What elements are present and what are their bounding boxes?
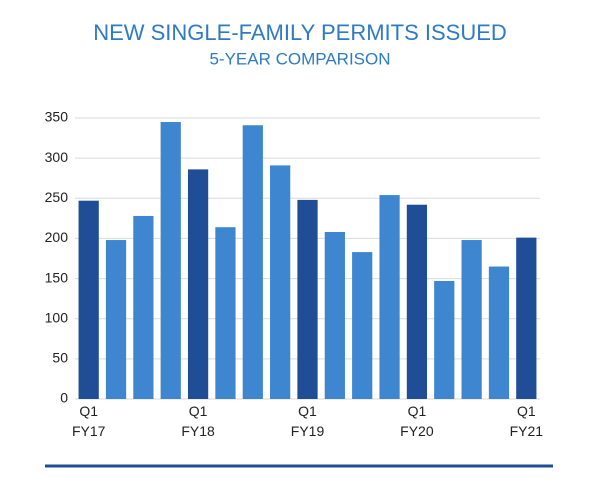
bar [187, 169, 209, 399]
bar [270, 165, 291, 399]
y-tick-label: 150 [45, 269, 69, 285]
bar [461, 240, 482, 399]
x-tick-label: Q1 FY20 [400, 403, 434, 439]
bar [516, 237, 537, 399]
y-tick-label: 350 [45, 109, 69, 125]
bar [160, 122, 181, 399]
y-tick-label: 50 [52, 350, 68, 366]
bar [133, 215, 154, 399]
y-tick-label: 300 [45, 149, 69, 165]
bar [434, 280, 455, 399]
chart-subtitle: 5-YEAR COMPARISON [209, 49, 390, 68]
x-tick-label: Q1 FY19 [290, 403, 325, 439]
bar [105, 240, 127, 399]
x-tick-label: Q1 FY18 [181, 403, 215, 439]
bar [379, 195, 400, 399]
bar [242, 125, 263, 400]
bar [406, 204, 428, 399]
y-tick-label: 100 [45, 309, 69, 325]
y-tick-label: 0 [60, 390, 68, 406]
x-tick-label: Q1 FY17 [71, 403, 106, 439]
y-tick-label: 250 [45, 189, 69, 205]
chart-title: NEW SINGLE-FAMILY PERMITS ISSUED [93, 20, 507, 45]
bar [324, 232, 345, 399]
bar [78, 200, 99, 399]
bar [488, 266, 510, 399]
bar [297, 199, 318, 399]
bar [215, 227, 236, 399]
y-tick-label: 200 [45, 229, 69, 245]
x-tick-label: Q1 FY21 [509, 403, 544, 439]
bar [352, 252, 373, 399]
